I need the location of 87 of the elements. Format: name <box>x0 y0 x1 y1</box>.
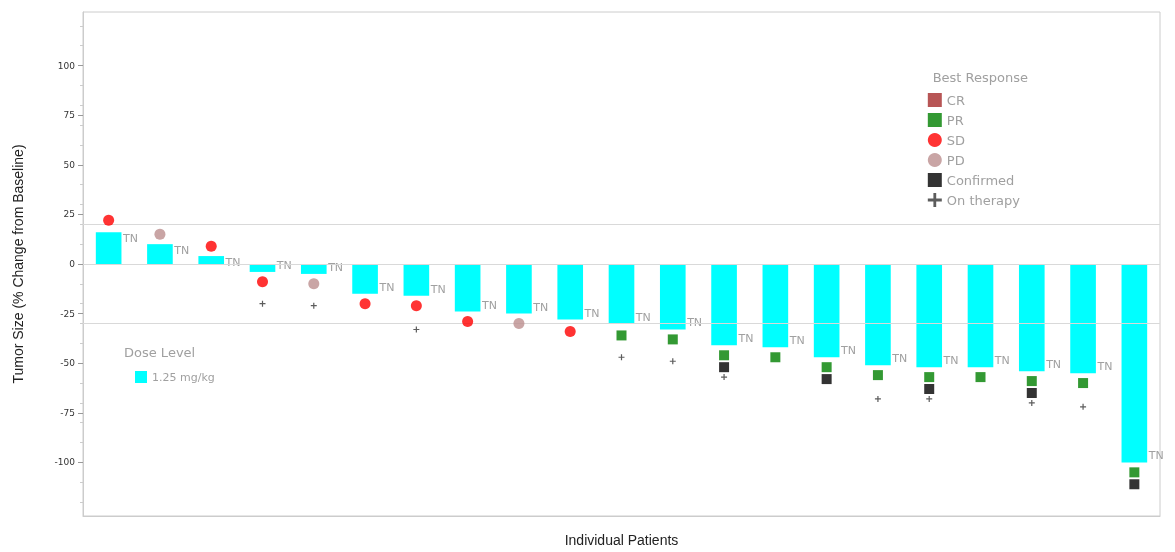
data-label: TN <box>429 282 446 296</box>
x-axis-title: Individual Patients <box>564 532 679 548</box>
data-label: TN <box>532 300 549 314</box>
point <box>103 214 115 226</box>
y-tick-label: -75 <box>60 407 75 418</box>
data-label: TN <box>480 298 497 312</box>
bar <box>659 264 686 330</box>
legend-label: On therapy <box>946 192 1021 208</box>
data-label: TN <box>993 354 1010 368</box>
point <box>359 298 371 310</box>
bar <box>198 256 225 264</box>
legend-title: Best Response <box>932 70 1028 85</box>
bar <box>300 264 327 274</box>
point <box>513 318 525 330</box>
point <box>821 362 832 373</box>
point <box>1080 403 1087 410</box>
legend-label: 1.25 mg/kg <box>152 370 215 384</box>
data-label: TN <box>1096 360 1113 374</box>
legend-label: Confirmed <box>946 172 1015 188</box>
point <box>926 395 933 402</box>
bar <box>1070 264 1096 374</box>
y-tick-label: 50 <box>63 159 76 170</box>
data-label: TN <box>839 344 856 358</box>
point <box>667 334 678 345</box>
bar <box>608 264 635 324</box>
y-tick-label: -100 <box>54 457 76 468</box>
y-axis-title: Tumor Size (% Change from Baseline) <box>10 144 26 384</box>
legend-label: CR <box>946 92 965 108</box>
bar <box>352 264 378 294</box>
point <box>564 325 576 337</box>
point <box>1026 387 1037 398</box>
point <box>1129 479 1140 490</box>
point <box>462 316 474 328</box>
y-tick-label: -25 <box>60 308 75 319</box>
point <box>770 352 781 363</box>
point <box>924 372 935 383</box>
point <box>719 362 730 373</box>
bar <box>506 264 532 314</box>
point <box>205 240 217 252</box>
point <box>719 350 730 361</box>
data-label: TN <box>891 352 908 366</box>
point <box>257 276 268 288</box>
point <box>1026 376 1037 387</box>
bar <box>813 264 840 358</box>
legend-label: PD <box>946 152 965 168</box>
bar <box>967 264 994 368</box>
bar <box>1121 264 1148 463</box>
y-tick-label: 100 <box>57 60 76 71</box>
point <box>924 384 935 395</box>
legend-label: SD <box>946 132 966 148</box>
point <box>410 300 422 312</box>
data-label: TN <box>378 280 395 294</box>
point <box>308 278 320 290</box>
point <box>872 370 883 381</box>
annotation: Dose Level <box>124 345 196 360</box>
bar <box>403 264 430 296</box>
y-tick-label: 75 <box>63 110 75 121</box>
y-tick-label: 0 <box>69 259 76 269</box>
bar <box>95 232 122 264</box>
data-label: TN <box>1045 358 1062 372</box>
bar <box>454 264 481 312</box>
data-label: TN <box>634 310 651 324</box>
point <box>975 372 986 383</box>
bar <box>865 264 891 366</box>
data-label: TN <box>583 306 600 320</box>
data-label: TN <box>788 334 805 348</box>
point <box>1129 467 1140 478</box>
bar <box>762 264 789 348</box>
bar <box>916 264 943 368</box>
bar <box>711 264 737 346</box>
y-tick-label: -50 <box>60 358 76 369</box>
bar <box>557 264 584 320</box>
point <box>154 228 166 240</box>
point <box>1078 378 1089 389</box>
y-tick-label: 25 <box>63 209 75 220</box>
data-label: TN <box>173 244 190 258</box>
point <box>721 374 728 381</box>
data-label: TN <box>1147 449 1164 463</box>
data-label: TN <box>121 232 138 246</box>
bar <box>147 244 173 264</box>
point <box>821 374 832 385</box>
legend-label: PR <box>946 112 964 128</box>
data-label: TN <box>942 354 959 368</box>
point <box>874 395 881 402</box>
bar <box>1018 264 1045 372</box>
data-label: TN <box>737 332 754 346</box>
point <box>616 330 627 341</box>
